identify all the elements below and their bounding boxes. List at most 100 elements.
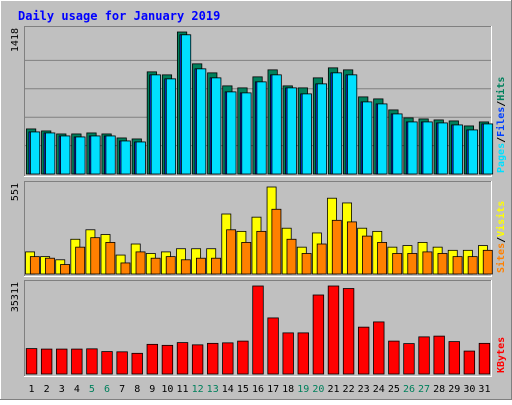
bar-kbytes-21 bbox=[327, 285, 340, 375]
x-tick-label-17: 17 bbox=[267, 384, 279, 395]
bar-pages-11 bbox=[180, 34, 192, 175]
legend-sites: Sites bbox=[495, 243, 507, 273]
x-tick-label-18: 18 bbox=[282, 384, 294, 395]
bar-kbytes-5 bbox=[86, 348, 98, 375]
bar-sites-15 bbox=[241, 242, 252, 275]
bar-pages-6 bbox=[105, 135, 116, 175]
bar-pages-30 bbox=[467, 129, 478, 175]
x-tick-label-16: 16 bbox=[252, 384, 264, 395]
y-max-label-visitors: 551 bbox=[10, 183, 21, 201]
bar-pages-19 bbox=[301, 93, 312, 175]
bar-pages-22 bbox=[347, 74, 358, 175]
bar-pages-15 bbox=[241, 92, 252, 175]
legend-files: Files bbox=[495, 107, 507, 137]
bar-kbytes-11 bbox=[176, 342, 189, 375]
bar-kbytes-9 bbox=[146, 343, 159, 375]
bar-kbytes-30 bbox=[463, 350, 476, 375]
bar-kbytes-31 bbox=[478, 342, 491, 375]
legend-kbytes: KBytes bbox=[496, 337, 507, 373]
bar-sites-12 bbox=[196, 257, 206, 275]
bar-kbytes-14 bbox=[222, 342, 234, 375]
side-legend-traffic: Pages/Files/Hits bbox=[495, 77, 507, 173]
x-tick-label-7: 7 bbox=[119, 384, 125, 395]
bar-pages-26 bbox=[407, 121, 418, 175]
x-tick-label-10: 10 bbox=[161, 384, 173, 395]
bar-kbytes-25 bbox=[388, 340, 400, 375]
bar-pages-31 bbox=[482, 123, 494, 175]
bar-sites-27 bbox=[422, 251, 433, 275]
bar-kbytes-1 bbox=[25, 348, 38, 375]
bar-kbytes-4 bbox=[71, 348, 83, 375]
x-tick-label-4: 4 bbox=[74, 384, 80, 395]
bar-sites-16 bbox=[256, 230, 267, 275]
x-tick-label-25: 25 bbox=[388, 384, 400, 395]
bar-pages-21 bbox=[331, 72, 343, 175]
x-tick-label-19: 19 bbox=[297, 384, 309, 395]
bar-kbytes-20 bbox=[312, 294, 325, 375]
bar-pages-17 bbox=[271, 74, 282, 175]
bar-kbytes-10 bbox=[161, 344, 174, 375]
x-tick-label-29: 29 bbox=[448, 384, 460, 395]
bar-pages-10 bbox=[165, 78, 177, 175]
bar-sites-21 bbox=[331, 219, 342, 275]
bar-sites-1 bbox=[29, 256, 40, 275]
bar-kbytes-26 bbox=[403, 343, 415, 375]
bar-pages-8 bbox=[135, 141, 146, 175]
y-max-label-traffic: 1418 bbox=[10, 28, 21, 52]
x-axis-tick-labels: 1 2 3 4 5 6 7 8 9 10 11 12 13 14 15 16 17 18 19 20 21 22 23 24 2… bbox=[29, 384, 491, 395]
bar-kbytes-27 bbox=[418, 336, 430, 375]
legend-visits: Visits bbox=[495, 201, 507, 237]
bar-kbytes-24 bbox=[373, 321, 385, 375]
bar-pages-5 bbox=[90, 135, 101, 175]
x-tick-label-3: 3 bbox=[59, 384, 65, 395]
bar-sites-31 bbox=[482, 249, 493, 275]
bar-sites-25 bbox=[392, 253, 403, 275]
bar-kbytes-7 bbox=[116, 351, 128, 375]
bar-sites-23 bbox=[362, 235, 372, 275]
bar-kbytes-28 bbox=[433, 335, 445, 375]
x-tick-label-15: 15 bbox=[237, 384, 249, 395]
bar-kbytes-23 bbox=[357, 326, 370, 375]
bar-sites-13 bbox=[211, 257, 221, 275]
bar-sites-14 bbox=[226, 229, 237, 275]
bar-kbytes-8 bbox=[131, 352, 143, 375]
bar-sites-5 bbox=[90, 237, 101, 275]
x-tick-label-1: 1 bbox=[29, 384, 35, 395]
bar-pages-4 bbox=[75, 136, 86, 175]
bar-sites-9 bbox=[150, 257, 161, 275]
bar-kbytes-17 bbox=[267, 317, 279, 375]
bar-sites-3 bbox=[60, 264, 70, 275]
x-tick-label-20: 20 bbox=[312, 384, 324, 395]
x-tick-label-8: 8 bbox=[134, 384, 140, 395]
x-tick-label-21: 21 bbox=[327, 384, 339, 395]
x-tick-label-26: 26 bbox=[403, 384, 415, 395]
legend-separator: / bbox=[496, 137, 507, 143]
bar-pages-18 bbox=[286, 87, 297, 175]
bar-sites-6 bbox=[105, 242, 116, 275]
bar-kbytes-2 bbox=[40, 348, 53, 375]
x-tick-label-22: 22 bbox=[343, 384, 355, 395]
bar-sites-10 bbox=[165, 256, 176, 275]
bar-sites-20 bbox=[316, 243, 327, 275]
x-tick-label-13: 13 bbox=[207, 384, 219, 395]
legend-pages: Pages bbox=[496, 143, 507, 173]
bar-sites-18 bbox=[286, 238, 297, 275]
bar-pages-12 bbox=[196, 68, 207, 175]
bar-pages-24 bbox=[377, 103, 388, 175]
bar-pages-27 bbox=[422, 121, 433, 175]
bar-pages-14 bbox=[226, 91, 237, 175]
bar-sites-30 bbox=[467, 256, 478, 275]
x-tick-label-6: 6 bbox=[104, 384, 110, 395]
bar-pages-29 bbox=[452, 124, 463, 175]
panel-traffic: 1418 Pages/Files/Hits bbox=[10, 26, 507, 177]
bar-sites-8 bbox=[135, 251, 146, 275]
bar-pages-16 bbox=[256, 81, 267, 175]
bar-kbytes-16 bbox=[252, 285, 264, 375]
x-tick-label-12: 12 bbox=[192, 384, 204, 395]
legend-separator: / bbox=[496, 101, 507, 107]
x-tick-label-30: 30 bbox=[463, 384, 475, 395]
legend-separator: / bbox=[496, 237, 507, 243]
x-tick-label-31: 31 bbox=[478, 384, 490, 395]
